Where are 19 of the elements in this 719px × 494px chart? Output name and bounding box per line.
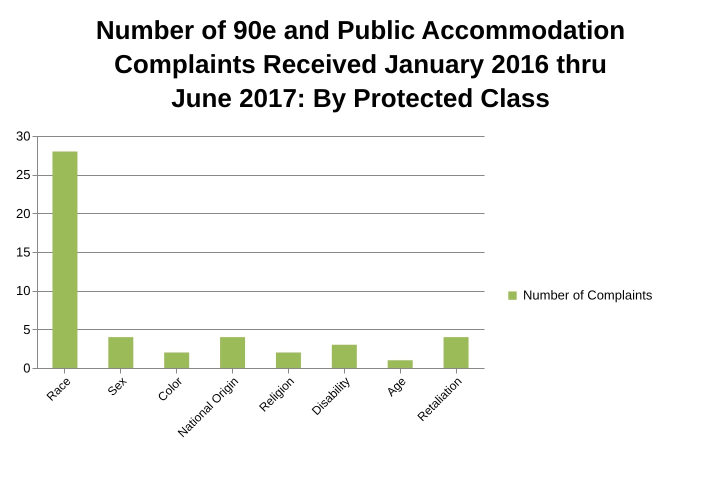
bar <box>108 337 134 368</box>
bar <box>164 352 190 368</box>
y-tick-label: 30 <box>16 128 30 144</box>
legend-label: Number of Complaints <box>523 288 653 303</box>
y-tick-label: 25 <box>16 167 30 182</box>
y-tick-label: 20 <box>16 206 30 221</box>
x-tick-label: Age <box>384 374 409 400</box>
bar <box>444 337 469 368</box>
y-tick-label: 0 <box>23 360 30 376</box>
bar <box>332 344 357 368</box>
chart-title: Number of 90e and Public Accommodation Complaints Received January 2016 thru June 2017: By Protected Class <box>96 15 626 113</box>
bar <box>276 352 301 368</box>
y-tick-label: 5 <box>23 322 30 337</box>
y-tick-label: 10 <box>16 283 30 298</box>
bar <box>388 360 413 368</box>
bar <box>220 337 246 368</box>
y-tick-label: 15 <box>16 244 30 260</box>
x-tick-label: Sex <box>104 374 130 399</box>
bar <box>52 151 78 368</box>
